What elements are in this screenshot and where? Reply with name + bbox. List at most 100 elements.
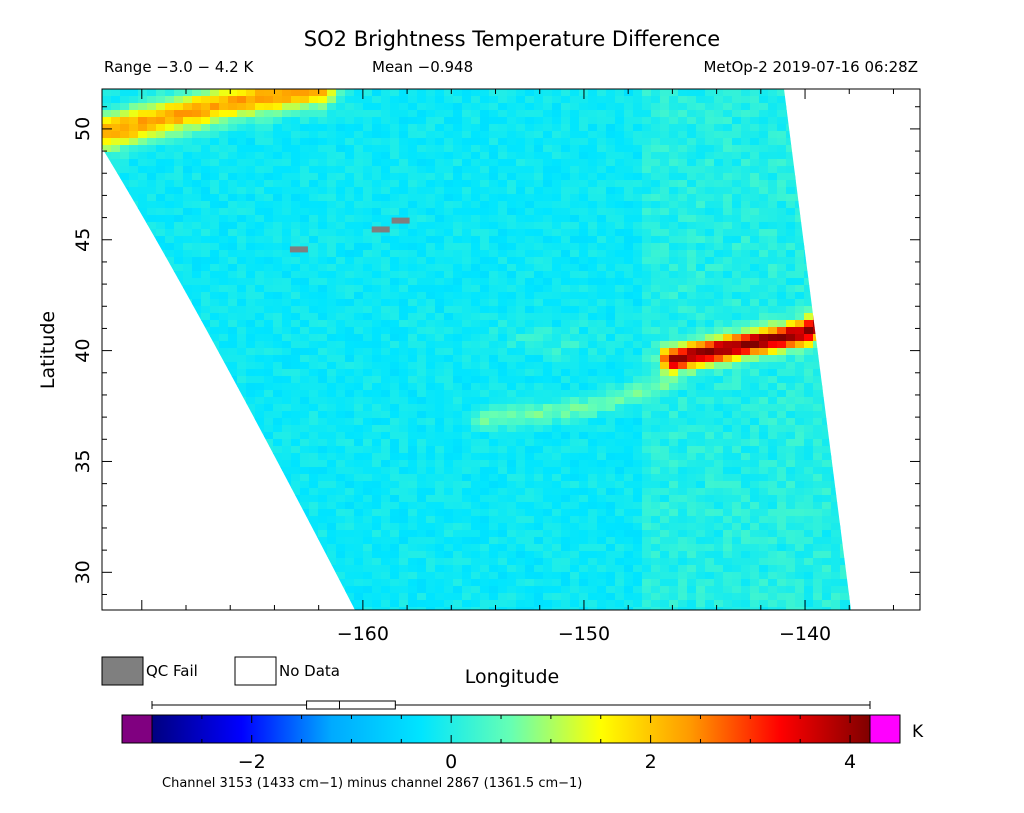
swath-cell	[291, 285, 301, 293]
swath-cell	[480, 215, 490, 223]
swath-cell	[759, 425, 769, 433]
swath-cell	[138, 131, 148, 139]
swath-cell	[399, 299, 409, 307]
swath-cell	[498, 166, 508, 174]
swath-cell	[201, 194, 211, 202]
swath-cell	[669, 166, 679, 174]
swath-cell	[759, 292, 769, 300]
swath-cell	[480, 313, 490, 321]
swath-cell	[381, 341, 391, 349]
swath-cell	[570, 306, 580, 314]
swath-cell	[588, 173, 598, 181]
swath-cell	[300, 131, 310, 139]
swath-cell	[156, 215, 166, 223]
swath-cell	[399, 313, 409, 321]
swath-cell	[696, 229, 706, 237]
swath-cell	[561, 362, 571, 370]
swath-cell	[471, 152, 481, 160]
swath-cell	[570, 103, 580, 111]
swath-cell	[669, 89, 679, 97]
swath-cell	[750, 404, 760, 412]
swath-cell	[129, 166, 139, 174]
swath-cell	[336, 334, 346, 342]
swath-cell	[480, 362, 490, 370]
swath-cell	[498, 362, 508, 370]
swath-cell	[570, 173, 580, 181]
swath-cell	[615, 411, 625, 419]
swath-cell	[579, 369, 589, 377]
swath-cell	[408, 103, 418, 111]
swath-cell	[633, 208, 643, 216]
swath-cell	[660, 334, 670, 342]
swath-cell	[201, 145, 211, 153]
swath-cell	[615, 145, 625, 153]
swath-cell	[399, 208, 409, 216]
swath-cell	[534, 117, 544, 125]
swath-cell	[759, 334, 769, 342]
swath-cell	[615, 460, 625, 468]
swath-cell	[183, 236, 193, 244]
swath-cell	[165, 201, 175, 209]
swath-cell	[768, 460, 778, 468]
swath-cell	[813, 446, 823, 454]
swath-cell	[516, 383, 526, 391]
swath-cell	[219, 250, 229, 258]
swath-cell	[525, 341, 535, 349]
swath-cell	[570, 460, 580, 468]
swath-cell	[363, 145, 373, 153]
swath-cell	[525, 313, 535, 321]
swath-cell	[471, 264, 481, 272]
swath-cell	[597, 103, 607, 111]
swath-cell	[453, 306, 463, 314]
swath-cell	[615, 215, 625, 223]
swath-cell	[579, 145, 589, 153]
swath-cell	[165, 243, 175, 251]
swath-cell	[417, 173, 427, 181]
swath-cell	[786, 453, 796, 461]
swath-cell	[759, 327, 769, 335]
swath-cell	[111, 103, 121, 111]
swath-cell	[183, 201, 193, 209]
swath-cell	[336, 362, 346, 370]
swath-cell	[480, 376, 490, 384]
swath-cell	[669, 439, 679, 447]
swath-cell	[210, 306, 220, 314]
swath-cell	[750, 376, 760, 384]
swath-cell	[201, 271, 211, 279]
swath-cell	[561, 103, 571, 111]
swath-cell	[588, 425, 598, 433]
swath-cell	[732, 103, 742, 111]
swath-cell	[678, 446, 688, 454]
swath-cell	[579, 152, 589, 160]
swath-cell	[741, 285, 751, 293]
swath-cell	[120, 173, 130, 181]
swath-cell	[480, 460, 490, 468]
swath-cell	[516, 264, 526, 272]
swath-cell	[723, 110, 733, 118]
swath-cell	[318, 201, 328, 209]
swath-cell	[642, 173, 652, 181]
swath-cell	[687, 152, 697, 160]
swath-cell	[381, 257, 391, 265]
swath-cell	[696, 320, 706, 328]
swath-cell	[471, 369, 481, 377]
swath-cell	[183, 96, 193, 104]
swath-cell	[192, 187, 202, 195]
swath-cell	[678, 460, 688, 468]
swath-cell	[768, 418, 778, 426]
swath-cell	[372, 229, 382, 237]
swath-cell	[570, 124, 580, 132]
swath-cell	[291, 187, 301, 195]
swath-cell	[183, 222, 193, 230]
swath-cell	[795, 439, 805, 447]
swath-cell	[795, 390, 805, 398]
swath-cell	[354, 187, 364, 195]
swath-cell	[354, 390, 364, 398]
swath-cell	[516, 215, 526, 223]
swath-cell	[543, 285, 553, 293]
swath-cell	[282, 271, 292, 279]
swath-cell	[138, 117, 148, 125]
swath-cell	[390, 348, 400, 356]
swath-cell	[588, 285, 598, 293]
swath-cell	[642, 264, 652, 272]
